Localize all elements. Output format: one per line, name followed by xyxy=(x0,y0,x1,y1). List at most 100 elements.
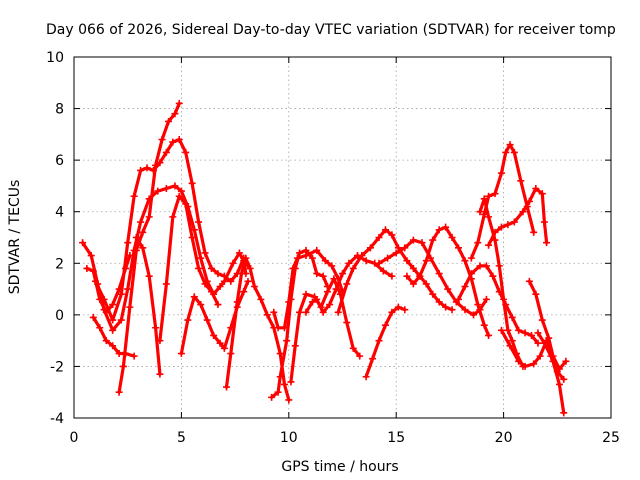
data-point-marker xyxy=(321,257,329,265)
data-point-marker xyxy=(227,277,235,285)
data-point-marker xyxy=(403,272,411,280)
data-point-marker xyxy=(126,252,134,260)
data-point-marker xyxy=(560,375,568,383)
data-point-marker xyxy=(543,239,551,247)
data-point-marker xyxy=(392,249,400,257)
data-point-marker xyxy=(89,267,97,275)
data-point-marker xyxy=(435,270,443,278)
data-point-marker xyxy=(119,362,127,370)
data-point-marker xyxy=(461,306,469,314)
data-point-marker xyxy=(381,321,389,329)
data-point-marker xyxy=(515,326,523,334)
series-sat-p xyxy=(403,223,493,339)
data-point-marker xyxy=(504,221,512,229)
data-point-marker xyxy=(302,308,310,316)
data-point-marker xyxy=(491,190,499,198)
data-point-marker xyxy=(184,316,192,324)
data-point-marker xyxy=(246,264,254,272)
data-point-marker xyxy=(532,290,540,298)
data-point-marker xyxy=(482,262,490,270)
data-point-marker xyxy=(506,141,514,149)
data-point-marker xyxy=(379,267,387,275)
data-point-marker xyxy=(345,259,353,267)
data-point-marker xyxy=(418,239,426,247)
data-point-marker xyxy=(326,301,334,309)
data-point-marker xyxy=(145,272,153,280)
data-point-marker xyxy=(545,334,553,342)
y-tick-label: 2 xyxy=(55,256,64,272)
data-point-marker xyxy=(216,339,224,347)
data-point-marker xyxy=(532,185,540,193)
data-point-marker xyxy=(276,373,284,381)
data-point-marker xyxy=(87,252,95,260)
data-point-marker xyxy=(521,329,529,337)
series-sat-w xyxy=(534,329,568,383)
data-point-marker xyxy=(115,388,123,396)
data-point-marker xyxy=(137,166,145,174)
data-point-marker xyxy=(429,290,437,298)
data-point-marker xyxy=(175,99,183,107)
data-point-marker xyxy=(154,187,162,195)
y-tick-label: -4 xyxy=(50,411,64,427)
data-point-marker xyxy=(485,213,493,221)
data-point-marker xyxy=(467,270,475,278)
data-point-marker xyxy=(233,298,241,306)
data-point-marker xyxy=(130,192,138,200)
data-point-marker xyxy=(538,190,546,198)
y-tick-label: 4 xyxy=(55,205,64,221)
data-point-marker xyxy=(132,234,140,241)
data-point-marker xyxy=(497,326,505,334)
data-point-marker xyxy=(268,393,276,401)
data-point-marker xyxy=(538,316,546,324)
data-point-marker xyxy=(508,337,516,345)
data-point-marker xyxy=(517,177,525,185)
data-point-marker xyxy=(109,301,117,309)
data-point-marker xyxy=(158,136,166,144)
series-line xyxy=(499,328,566,415)
data-point-marker xyxy=(293,254,301,262)
data-point-marker xyxy=(270,308,278,316)
series-sat-n xyxy=(362,303,409,381)
data-point-marker xyxy=(242,254,250,262)
data-point-marker xyxy=(145,213,153,221)
data-point-marker xyxy=(454,295,462,303)
series-sat-m xyxy=(334,226,456,316)
data-point-marker xyxy=(562,357,570,365)
data-point-marker xyxy=(394,303,402,311)
data-point-marker xyxy=(454,244,462,252)
data-point-marker xyxy=(422,280,430,288)
data-point-marker xyxy=(375,234,383,241)
data-point-marker xyxy=(139,228,147,236)
data-point-marker xyxy=(448,234,456,241)
data-point-marker xyxy=(109,316,117,324)
data-point-marker xyxy=(175,136,183,144)
data-point-marker xyxy=(362,373,370,381)
data-point-marker xyxy=(349,344,357,352)
data-point-marker xyxy=(177,350,185,358)
data-point-marker xyxy=(323,288,331,296)
data-point-marker xyxy=(480,321,488,329)
data-point-marker xyxy=(122,350,130,358)
data-point-marker xyxy=(497,223,505,231)
data-point-marker xyxy=(485,331,493,339)
data-point-marker xyxy=(137,218,145,226)
data-point-marker xyxy=(435,226,443,234)
data-point-marker xyxy=(130,352,138,360)
data-point-marker xyxy=(182,148,190,156)
data-point-marker xyxy=(235,249,243,257)
data-point-marker xyxy=(381,226,389,234)
series-layer xyxy=(79,99,570,417)
data-point-marker xyxy=(162,148,170,156)
x-tick-label: 5 xyxy=(177,430,186,446)
data-point-marker xyxy=(302,290,310,298)
data-point-marker xyxy=(401,306,409,314)
data-point-marker xyxy=(474,239,482,247)
data-point-marker xyxy=(220,272,228,280)
data-point-marker xyxy=(109,342,117,350)
series-sat-k xyxy=(287,275,364,386)
data-point-marker xyxy=(343,280,351,288)
data-point-marker xyxy=(534,329,542,337)
data-point-marker xyxy=(182,200,190,208)
data-point-marker xyxy=(409,264,417,272)
